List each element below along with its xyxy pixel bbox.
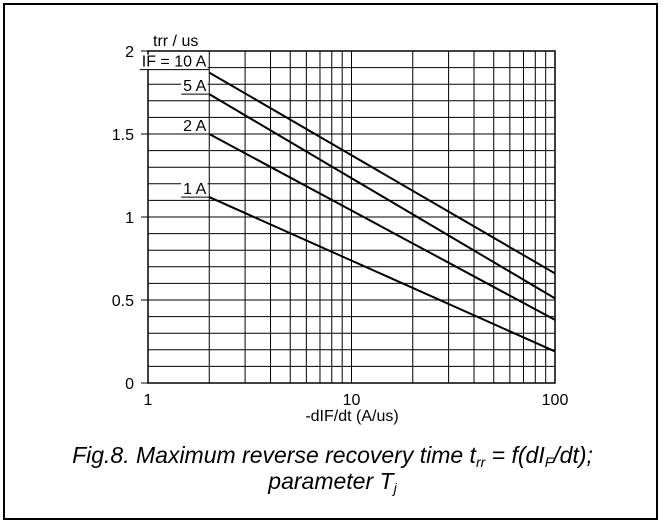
- series-label: IF = 10 A: [142, 54, 207, 71]
- series-label: 2 A: [183, 118, 206, 135]
- figure-frame: [3, 3, 658, 520]
- series-label-bg: [181, 182, 208, 198]
- y-tick-label: 1.5: [112, 127, 134, 144]
- x-axis-label: -dIF/dt (A/us): [305, 408, 398, 425]
- x-tick-label: 1: [144, 392, 153, 409]
- series-label: 5 A: [183, 78, 206, 95]
- series-line: [208, 133, 556, 321]
- series-label-bg: [181, 79, 208, 95]
- series-line: [208, 93, 556, 300]
- x-tick-label: 10: [343, 392, 361, 409]
- tick-labels: 0 0.5 1 1.5 2 1 10 100: [112, 44, 569, 409]
- y-tick-label: 2: [125, 44, 134, 61]
- y-tick-label: 1: [125, 210, 134, 227]
- series-label: 1 A: [183, 181, 206, 198]
- series-label-bg: [139, 54, 208, 70]
- caption-text-3: /dt);: [553, 442, 593, 468]
- series-labels: IF = 10 A 5 A 2 A 1 A: [139, 54, 210, 198]
- caption-sub-f: F: [544, 454, 554, 470]
- caption-text-1: Fig.8. Maximum reverse recovery time t: [72, 442, 476, 468]
- chart-series: [208, 71, 556, 353]
- caption-sub-rr: rr: [475, 454, 486, 470]
- series-label-bg: [181, 119, 208, 134]
- caption-text-2: = f(dI: [485, 442, 545, 468]
- y-tick-label: 0: [125, 376, 134, 393]
- x-tick-label: 100: [542, 392, 569, 409]
- chart-grid: [148, 51, 555, 383]
- y-tick-label: 0.5: [112, 293, 134, 310]
- series-line: [208, 71, 556, 275]
- caption-text-4: parameter T: [268, 468, 394, 494]
- series-line: [208, 196, 556, 353]
- caption-sub-j: j: [393, 480, 397, 496]
- caption-line-2: parameter Tj: [0, 468, 665, 496]
- y-axis-label: trr / us: [153, 33, 198, 50]
- caption-line-1: Fig.8. Maximum reverse recovery time trr…: [0, 442, 665, 470]
